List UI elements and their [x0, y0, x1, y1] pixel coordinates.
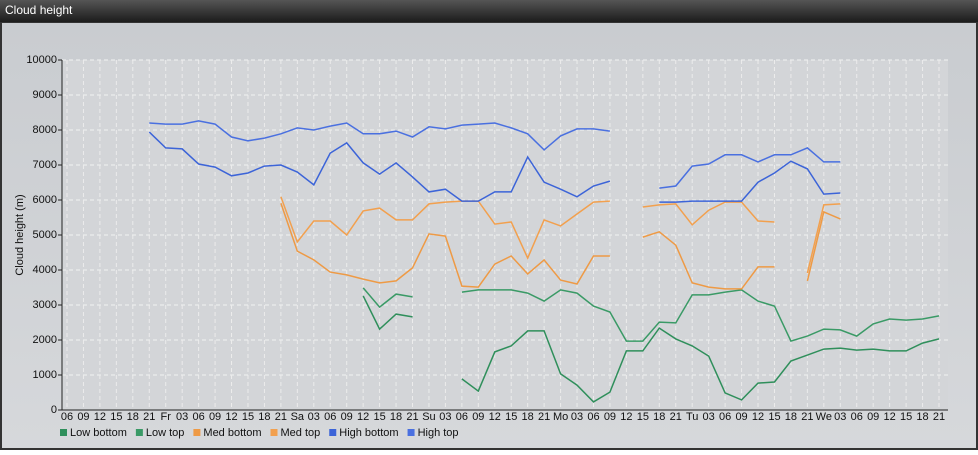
x-tick-label: 15 — [110, 411, 122, 423]
x-tick-label: 15 — [768, 411, 780, 423]
y-tick-label: 0 — [51, 404, 57, 416]
y-tick-label: 9000 — [33, 89, 57, 101]
x-tick-label: 21 — [275, 411, 287, 423]
legend-swatch — [60, 429, 67, 436]
x-tick-label: 12 — [94, 411, 106, 423]
x-tick-label: 03 — [439, 411, 451, 423]
window-title: Cloud height — [5, 3, 73, 17]
x-tick-label: 06 — [192, 411, 204, 423]
x-tick-label: 15 — [242, 411, 254, 423]
x-tick-label: 12 — [884, 411, 896, 423]
series-line — [280, 196, 841, 274]
x-tick-label: Fr — [161, 411, 172, 423]
legend-label: High bottom — [339, 427, 398, 439]
x-tick-label: 18 — [653, 411, 665, 423]
x-tick-label: Sa — [291, 411, 305, 423]
y-tick-label: 7000 — [33, 159, 57, 171]
x-tick-label: 03 — [703, 411, 715, 423]
x-tick-label: 06 — [851, 411, 863, 423]
x-tick-label: 12 — [225, 411, 237, 423]
x-tick-label: 09 — [472, 411, 484, 423]
y-tick-label: 6000 — [33, 194, 57, 206]
x-tick-label: 15 — [900, 411, 912, 423]
series-line — [362, 295, 940, 403]
series-line — [148, 131, 841, 203]
x-tick-label: 21 — [670, 411, 682, 423]
x-tick-label: 18 — [916, 411, 928, 423]
x-tick-label: 12 — [489, 411, 501, 423]
x-tick-label: 03 — [834, 411, 846, 423]
x-tick-label: 21 — [406, 411, 418, 423]
legend-swatch — [270, 429, 278, 436]
y-tick-label: 4000 — [33, 264, 57, 276]
x-tick-label: 15 — [373, 411, 385, 423]
legend-label: Low top — [146, 427, 185, 439]
x-tick-label: 06 — [719, 411, 731, 423]
x-tick-label: Mo — [553, 411, 568, 423]
legend-label: Med bottom — [203, 427, 261, 439]
x-tick-label: 06 — [456, 411, 468, 423]
x-tick-label: 15 — [505, 411, 517, 423]
x-tick-label: 12 — [357, 411, 369, 423]
x-tick-label: 09 — [604, 411, 616, 423]
x-tick-label: Tu — [686, 411, 698, 423]
legend-label: Med top — [281, 427, 321, 439]
legend-swatch — [407, 429, 415, 436]
series-line — [149, 120, 841, 189]
x-tick-label: 09 — [341, 411, 353, 423]
x-tick-label: 21 — [933, 411, 945, 423]
x-tick-label: 03 — [308, 411, 320, 423]
x-tick-label: 15 — [637, 411, 649, 423]
x-tick-label: 18 — [258, 411, 270, 423]
legend-label: Low bottom — [70, 427, 127, 439]
y-tick-label: 8000 — [33, 124, 57, 136]
y-tick-label: 1000 — [33, 369, 57, 381]
title-bar — [0, 0, 978, 22]
y-tick-label: 5000 — [33, 229, 57, 241]
x-tick-label: Su — [422, 411, 435, 423]
y-tick-label: 10000 — [26, 54, 57, 66]
x-tick-label: 21 — [143, 411, 155, 423]
legend-swatch — [329, 429, 337, 436]
x-tick-label: 06 — [61, 411, 73, 423]
x-tick-label: 09 — [77, 411, 89, 423]
x-tick-label: 18 — [390, 411, 402, 423]
series-line — [362, 287, 940, 343]
x-tick-label: 03 — [176, 411, 188, 423]
x-tick-label: 21 — [801, 411, 813, 423]
x-tick-label: 09 — [209, 411, 221, 423]
legend-swatch — [135, 429, 143, 436]
x-tick-label: 09 — [867, 411, 879, 423]
legend-swatch — [193, 429, 201, 436]
x-tick-label: 18 — [522, 411, 534, 423]
x-tick-label: 18 — [127, 411, 139, 423]
series-line — [280, 202, 841, 290]
x-tick-label: 06 — [587, 411, 599, 423]
x-tick-label: 21 — [538, 411, 550, 423]
y-tick-label: 3000 — [33, 299, 57, 311]
x-tick-label: We — [816, 411, 832, 423]
x-tick-label: 09 — [735, 411, 747, 423]
x-tick-label: 03 — [571, 411, 583, 423]
y-tick-label: 2000 — [33, 334, 57, 346]
y-axis-title: Cloud height (m) — [14, 194, 26, 275]
legend-label: High top — [418, 427, 459, 439]
x-tick-label: 06 — [324, 411, 336, 423]
x-tick-label: 18 — [785, 411, 797, 423]
x-tick-label: 12 — [752, 411, 764, 423]
x-tick-label: 12 — [620, 411, 632, 423]
